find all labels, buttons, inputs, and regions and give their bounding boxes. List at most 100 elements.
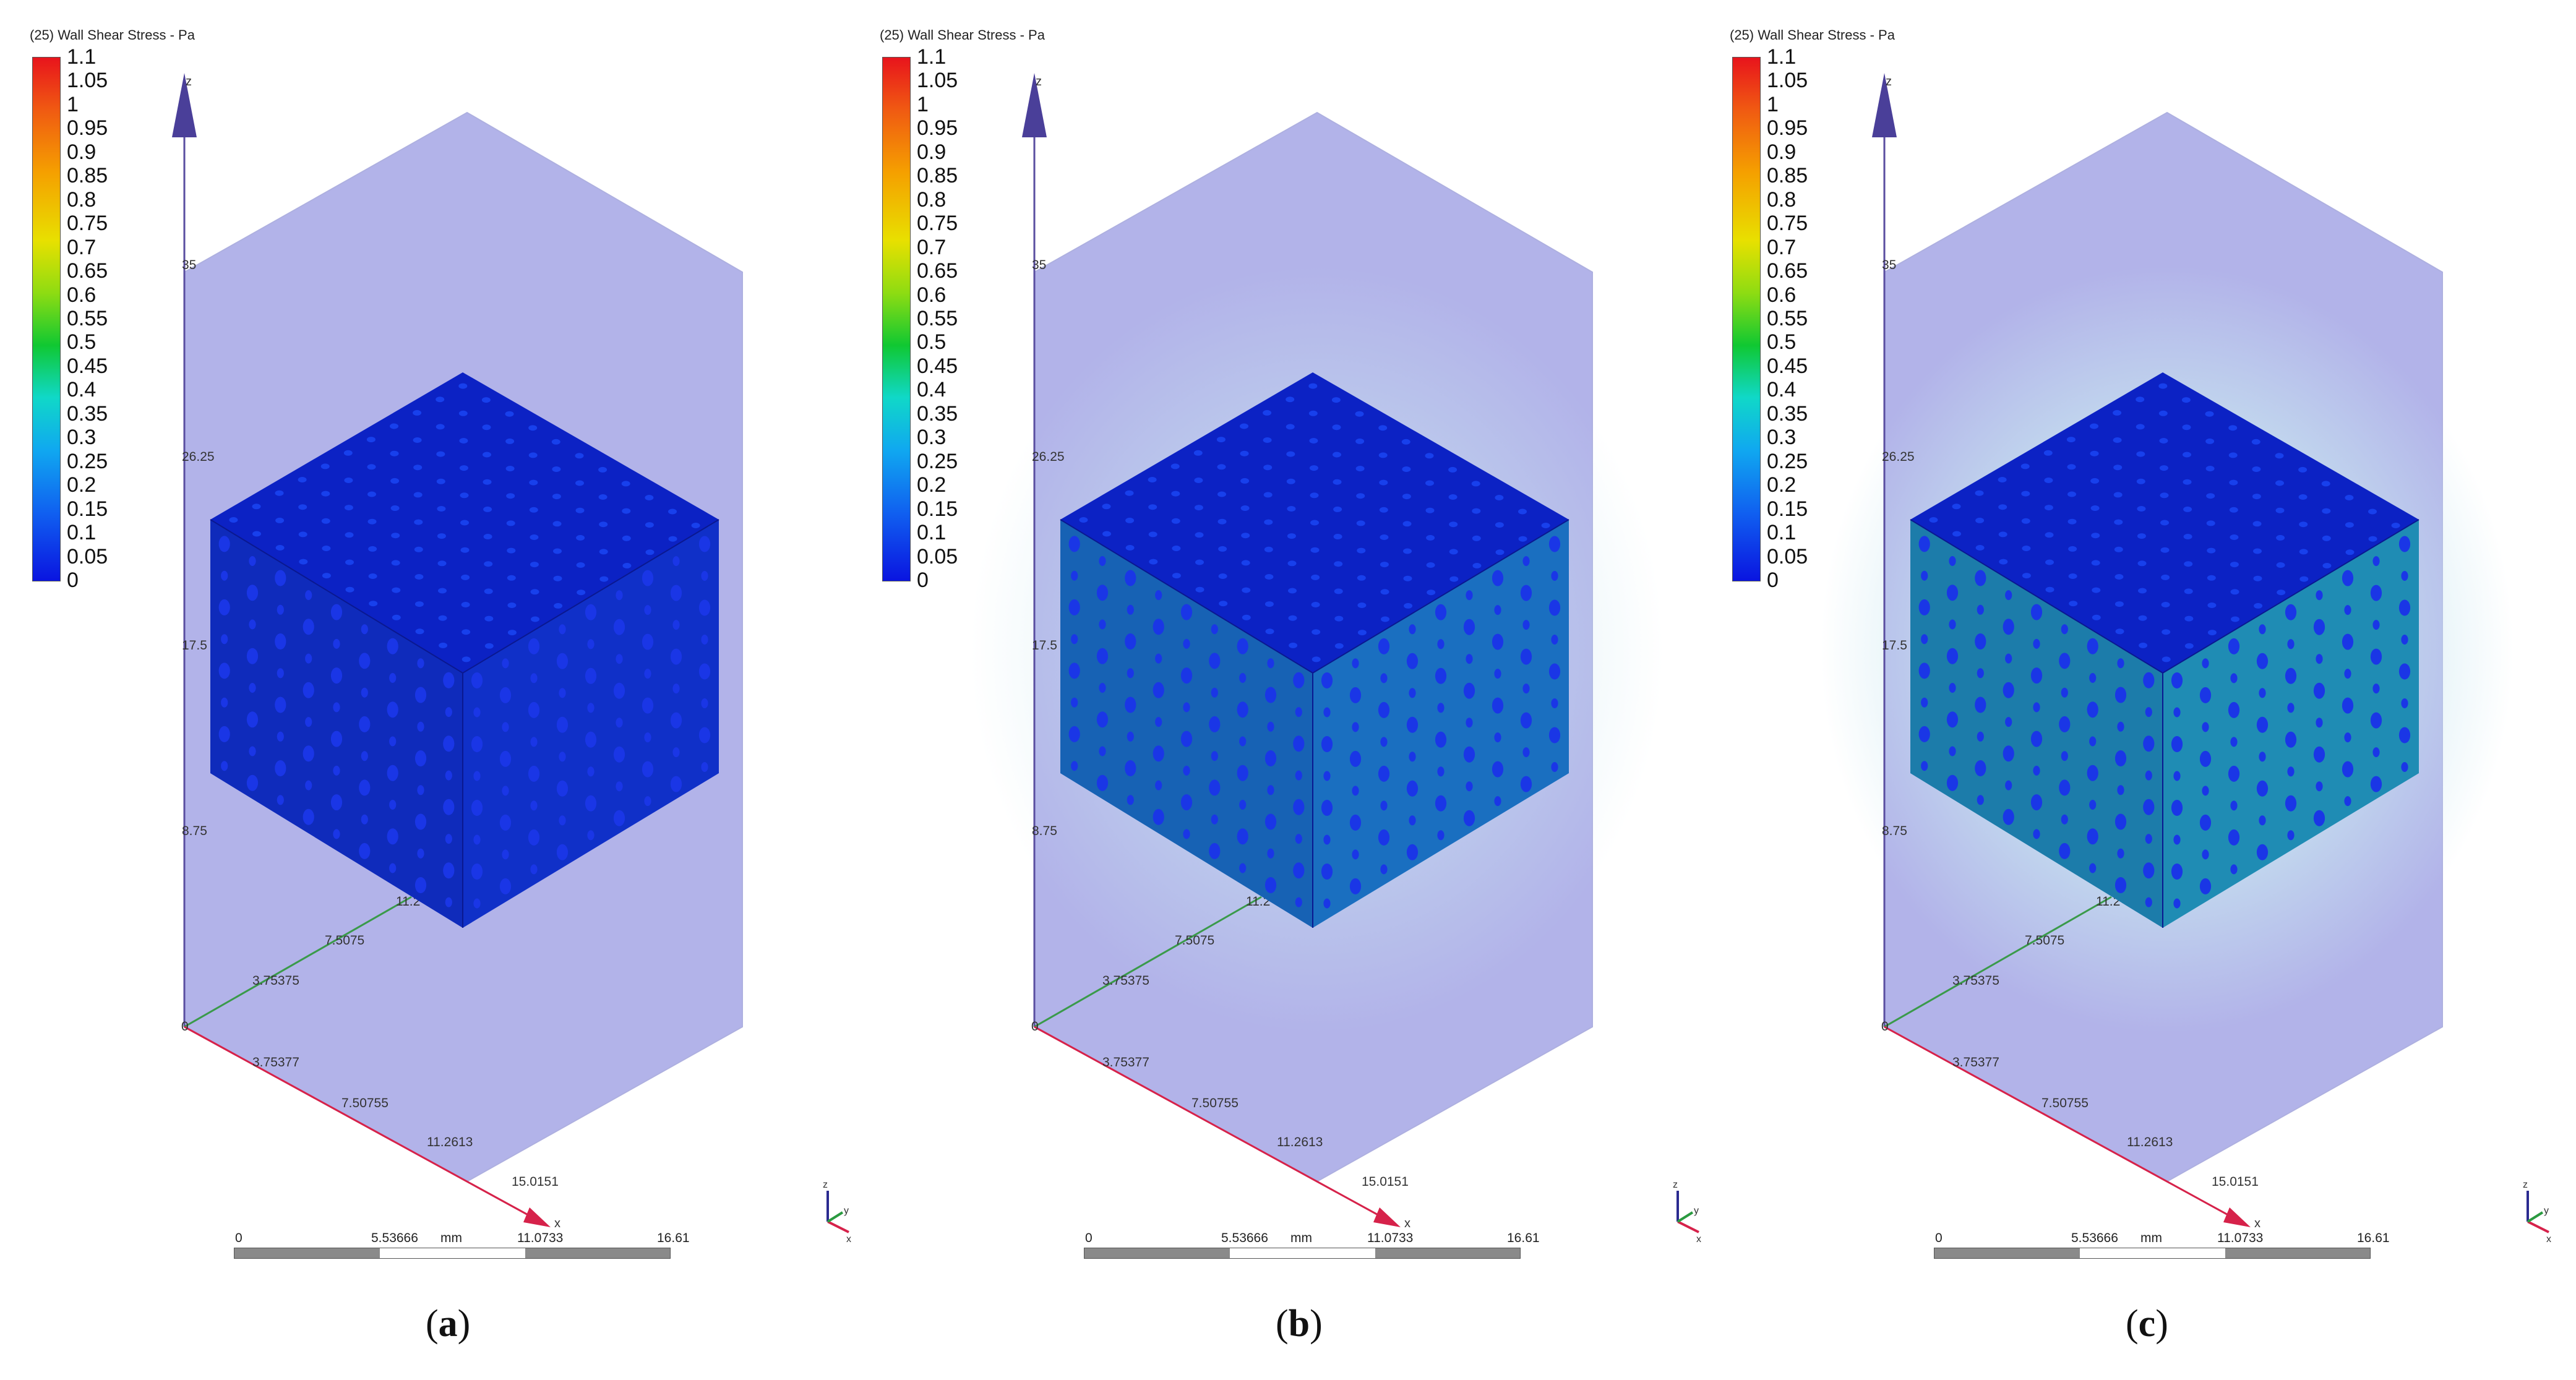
pore [1946, 774, 1959, 791]
pore [2067, 464, 2076, 470]
pore [458, 383, 468, 389]
pore [333, 702, 340, 713]
pore [1155, 590, 1162, 601]
pore [1239, 800, 1247, 810]
pore [576, 562, 585, 568]
pore [1180, 604, 1193, 620]
pore [499, 814, 512, 831]
pore [2229, 507, 2238, 513]
pore [1435, 604, 1447, 620]
pore [2228, 425, 2238, 431]
pore [559, 752, 566, 762]
pore [387, 638, 398, 654]
pore [1171, 491, 1180, 497]
pore [277, 668, 284, 679]
pore [528, 638, 540, 654]
colorbar-tick-label: 0.1 [1767, 521, 1797, 545]
pore [1295, 770, 1302, 781]
pore [1288, 588, 1297, 594]
pore [1321, 672, 1333, 688]
pore [1310, 520, 1319, 526]
pore [1352, 786, 1359, 796]
pore [2206, 493, 2215, 499]
scale-tick-label: 16.61 [657, 1231, 690, 1245]
pore [1099, 683, 1106, 693]
pore [1264, 601, 1274, 607]
pore [1217, 491, 1226, 497]
pore [460, 520, 469, 526]
pore [1975, 633, 1986, 649]
colorbar-tick-label: 0.75 [67, 212, 108, 236]
pore [1293, 672, 1305, 688]
pore [1172, 573, 1181, 579]
pore [1435, 731, 1447, 748]
pore [1240, 450, 1249, 456]
colorbar-tick-label: 1 [917, 92, 929, 116]
pore [506, 520, 515, 526]
x-axis-arrow [2223, 1207, 2251, 1227]
pore [2342, 761, 2354, 778]
scale-tick-label: 0 [235, 1231, 243, 1245]
pore [1237, 701, 1248, 718]
pore [2117, 658, 2124, 669]
scale-bar [1934, 1248, 2371, 1259]
pore [436, 451, 445, 457]
pore [1463, 746, 1475, 763]
caption-letter: b [1288, 1303, 1310, 1345]
pore [1406, 653, 1419, 669]
pore [221, 570, 228, 581]
pore [2322, 508, 2331, 514]
pore [345, 586, 354, 593]
pore [1127, 795, 1134, 805]
pore [275, 696, 286, 713]
pore [530, 800, 538, 811]
pore [2252, 521, 2262, 527]
scaffold-left-shade [1060, 520, 1313, 928]
pore [1334, 615, 1344, 622]
pore [1472, 535, 1481, 541]
pore [1522, 556, 1530, 567]
pore [1240, 505, 1250, 511]
pore [1153, 619, 1164, 635]
pore [1437, 703, 1445, 713]
pore [1334, 643, 1344, 649]
pore [2202, 786, 2209, 796]
pore [613, 810, 625, 826]
pore [1209, 653, 1221, 669]
colorbar-tick-label: 0.8 [67, 187, 97, 212]
pore [414, 813, 427, 830]
pore [2229, 479, 2238, 486]
y-tick-label: 3.75375 [252, 974, 299, 988]
pore [1404, 602, 1413, 609]
pore [445, 707, 452, 718]
pore [1096, 711, 1109, 728]
pore [2045, 532, 2054, 538]
pore [2113, 465, 2123, 471]
panel-caption: (c) [2126, 1302, 2168, 1346]
pore [587, 639, 595, 649]
x-axis-arrow [523, 1207, 551, 1227]
pore [414, 877, 427, 893]
pore [218, 662, 230, 679]
colorbar-tick-label: 1.1 [67, 45, 97, 69]
pore [2202, 658, 2209, 669]
pore [1548, 536, 1561, 552]
pore [2199, 687, 2212, 703]
pore [2139, 642, 2148, 648]
x-tick-label: 11.2613 [427, 1135, 473, 1149]
pore [1495, 522, 1504, 528]
pore [2398, 536, 2411, 552]
colorbar-tick-label: 0.15 [1767, 497, 1808, 521]
origin-label: 0 [181, 1019, 189, 1034]
pore [1349, 878, 1362, 894]
pore [2114, 813, 2127, 830]
pore [1520, 585, 1532, 601]
pore [2401, 571, 2408, 581]
pore [1466, 590, 1473, 601]
z-tick-label: 8.75 [1032, 824, 1057, 838]
pore [2044, 505, 2053, 511]
z-axis-arrow [1872, 73, 1897, 137]
pore [1148, 477, 1157, 482]
pore [2045, 586, 2054, 593]
pore [417, 721, 424, 732]
